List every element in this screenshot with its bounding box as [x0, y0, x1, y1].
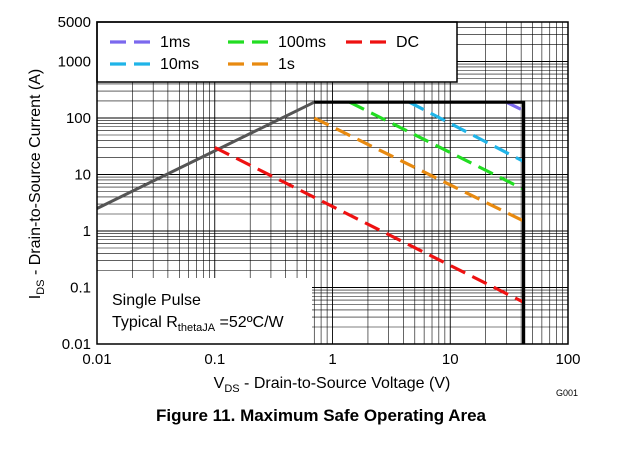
series-line-10ms	[408, 100, 525, 163]
y-tick-label: 0.01	[62, 336, 91, 353]
x-tick-label: 0.01	[82, 351, 111, 368]
x-tick-label: 10	[442, 351, 459, 368]
x-tick-labels: 0.01 0.1 1 10 100	[82, 351, 580, 368]
legend-label-100ms: 100ms	[278, 34, 326, 51]
figure-caption: Figure 11. Maximum Safe Operating Area	[156, 406, 487, 425]
plot-frame	[96, 21, 569, 345]
series-line-100ms	[348, 100, 525, 191]
series-line-dc	[214, 146, 525, 304]
rdson-limit-line	[96, 100, 315, 210]
annotation-box	[97, 278, 312, 344]
series-line-1s	[313, 116, 525, 223]
annotation-line2: Typical RthetaJA =52ºC/W	[112, 314, 285, 334]
x-tick-label: 0.1	[204, 351, 225, 368]
y-tick-label: 10	[74, 166, 91, 183]
y-tick-label: 5000	[58, 14, 91, 31]
legend-box	[96, 21, 458, 83]
y-tick-label: 1	[83, 223, 91, 240]
y-tick-label: 0.1	[70, 279, 91, 296]
y-tick-label: 100	[66, 110, 91, 127]
x-axis-label: VDS - Drain-to-Source Voltage (V)	[214, 375, 451, 395]
soa-boundary-line	[314, 100, 526, 344]
x-tick-label: 1	[328, 351, 336, 368]
legend-label-dc: DC	[396, 34, 419, 51]
legend: 1ms 10ms 100ms 1s DC	[96, 21, 458, 83]
legend-label-10ms: 10ms	[160, 56, 199, 73]
figure-code: G001	[556, 388, 578, 398]
y-tick-label: 1000	[58, 53, 91, 70]
x-tick-label: 100	[555, 351, 580, 368]
legend-label-1s: 1s	[278, 56, 295, 73]
series-layer	[96, 100, 526, 344]
legend-label-1ms: 1ms	[160, 34, 190, 51]
legend-items: 1ms 10ms 100ms 1s DC	[110, 34, 419, 73]
annotation-line1: Single Pulse	[112, 292, 201, 309]
y-tick-labels: 0.01 0.1 1 10 100 1000 5000	[58, 14, 91, 353]
y-axis-label: IDS - Drain-to-Source Current (A)	[27, 69, 47, 299]
annotation: Single Pulse Typical RthetaJA =52ºC/W	[97, 278, 312, 344]
